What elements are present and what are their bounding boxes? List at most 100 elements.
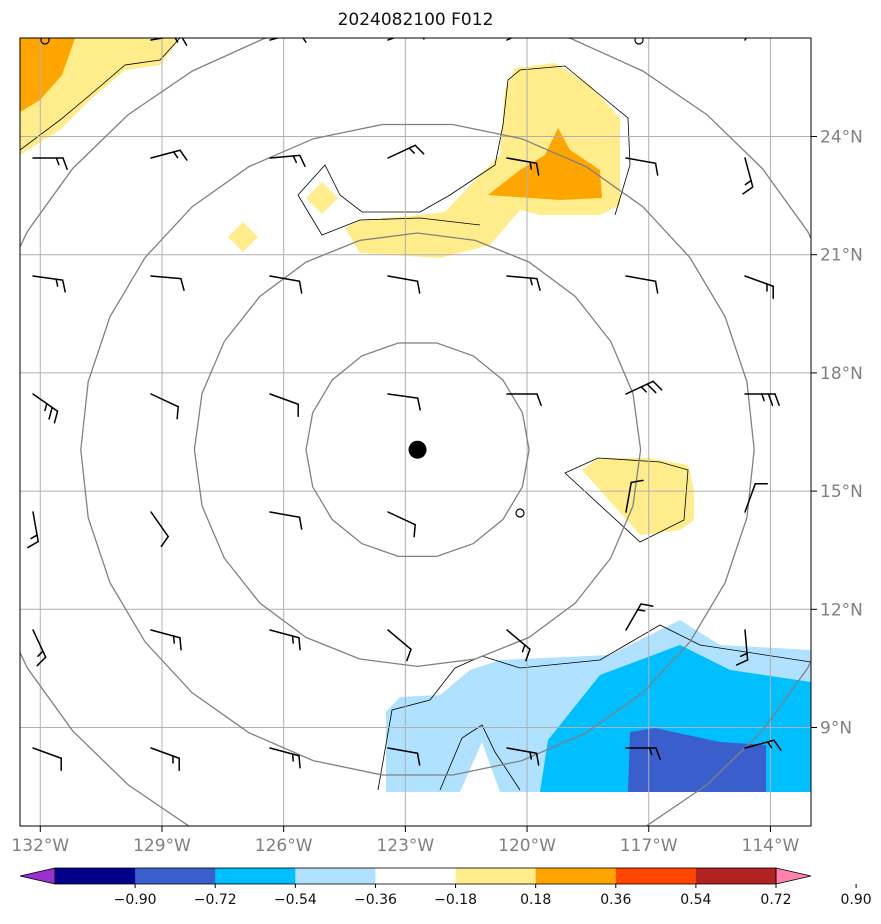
wind-barb-shaft xyxy=(150,629,181,639)
wind-barb-flag xyxy=(652,380,663,391)
wind-barb-flag xyxy=(529,751,533,760)
very-strong-negative-anomaly-area xyxy=(628,728,766,792)
lat-tick-label: 24°N xyxy=(820,128,863,148)
wind-barb-flag xyxy=(529,161,533,170)
wind-barb-flag xyxy=(760,14,772,16)
wind-barb xyxy=(387,747,421,766)
wind-barb xyxy=(506,629,531,662)
wind-barb-flag xyxy=(535,752,540,766)
wind-barb xyxy=(269,154,306,168)
axis-ticks: 132°W 129°W 126°W 123°W 120°W 117°W 114°W 24°N 2… xyxy=(11,128,862,857)
wind-barb-shaft xyxy=(150,511,169,538)
lon-tick-label: 120°W xyxy=(498,836,556,856)
wind-barb xyxy=(150,511,169,548)
lon-tick-label: 132°W xyxy=(11,836,69,856)
lon-tick-label: 114°W xyxy=(742,836,800,856)
wind-barb xyxy=(506,275,541,291)
lat-tick-label: 12°N xyxy=(820,600,863,620)
wind-barb-flag xyxy=(536,393,542,407)
wind-barb-flag xyxy=(55,157,60,166)
storm-center xyxy=(408,440,427,459)
wind-barb-shaft xyxy=(150,149,181,159)
contour-lines xyxy=(20,38,811,791)
wind-barb-shaft xyxy=(744,275,774,288)
wind-barb-flag xyxy=(62,157,68,171)
wind-barb xyxy=(744,483,769,513)
wind-barb-flag xyxy=(640,386,647,393)
wind-barb-flag xyxy=(654,162,659,176)
wind-barb xyxy=(32,275,66,293)
calm-wind-marker xyxy=(40,38,50,45)
colorbar-tick-label: −0.18 xyxy=(434,892,477,908)
wind-barb xyxy=(32,393,59,424)
colorbar-bin xyxy=(535,868,617,884)
range-rings xyxy=(20,38,811,826)
wind-barb-flag xyxy=(172,635,175,644)
wind-barb xyxy=(27,511,39,549)
wind-barb-flag xyxy=(761,393,765,402)
colorbar-frame xyxy=(54,867,777,885)
wind-barb xyxy=(506,157,540,176)
wind-barb-flag xyxy=(292,155,298,164)
wind-barb-flag xyxy=(414,144,425,155)
wind-barb-flag xyxy=(767,393,774,407)
wind-barb-shaft xyxy=(32,747,62,760)
colorbar-tick-label: −0.90 xyxy=(114,892,157,908)
wind-barb-flag xyxy=(735,659,749,666)
lat-tick-label: 9°N xyxy=(820,719,852,739)
wind-barb xyxy=(32,157,68,171)
wind-barb-flag xyxy=(773,739,782,751)
wind-barb-flag xyxy=(176,405,179,420)
colorbar-bin xyxy=(455,868,537,884)
lon-tick-label: 126°W xyxy=(255,836,313,856)
wind-barb-flag xyxy=(408,147,415,154)
lon-tick-label: 123°W xyxy=(376,836,434,856)
positive-anomaly-area xyxy=(345,63,620,258)
wind-barb-flag xyxy=(416,397,421,411)
wind-barb-flag xyxy=(416,752,421,766)
anomaly-cutout xyxy=(460,742,500,792)
wind-barb xyxy=(387,144,425,159)
wind-barb-shaft xyxy=(387,511,416,526)
wind-barb-flag xyxy=(534,27,542,35)
lat-tick-label: 15°N xyxy=(820,482,863,502)
wind-barb-shaft xyxy=(387,747,419,754)
wind-barb-flag xyxy=(298,637,301,651)
wind-barb-flag xyxy=(646,383,657,394)
wind-barb-flag xyxy=(30,534,38,540)
map-title: 2024082100 F012 xyxy=(337,10,494,30)
colorbar-bin xyxy=(295,868,376,884)
gridlines xyxy=(20,38,811,826)
wind-barb-flag xyxy=(655,747,661,761)
wind-barb-shaft xyxy=(269,38,281,41)
colorbar: −0.90 −0.72 −0.54 −0.36 −0.18 0.18 0.36 0.54 0.7… xyxy=(19,867,872,908)
wind-barb-flag xyxy=(774,393,780,407)
wind-barb-shaft xyxy=(269,154,301,159)
range-ring xyxy=(20,38,811,826)
colorbar-bin xyxy=(375,868,457,884)
wind-barb-flag xyxy=(654,280,659,294)
range-ring xyxy=(80,123,755,776)
wind-barb-flag xyxy=(291,635,294,644)
wind-barb-shaft xyxy=(269,275,301,282)
wind-barb-flag xyxy=(36,656,47,667)
wind-barb-flag xyxy=(172,151,179,159)
wind-barb xyxy=(625,157,659,176)
wind-barb-flag xyxy=(53,410,59,424)
wind-barb-shaft xyxy=(625,481,632,513)
wind-barb-flag xyxy=(291,753,294,762)
contour-line xyxy=(20,38,181,151)
wind-barb-shaft xyxy=(506,747,538,754)
wind-barb-flag xyxy=(302,38,307,43)
wind-barb xyxy=(744,275,774,300)
wind-barb xyxy=(32,629,47,667)
wind-barb-shaft xyxy=(387,144,416,159)
wind-barb xyxy=(742,157,754,195)
colorbar-tick-label: 0.36 xyxy=(600,892,631,908)
lon-tick-label: 117°W xyxy=(620,836,678,856)
wind-barb xyxy=(150,38,188,46)
colorbar-max-extension xyxy=(775,867,812,885)
colorbar-bin xyxy=(135,868,216,884)
wind-barb-flag xyxy=(299,154,306,168)
wind-barb-flag xyxy=(640,603,654,607)
